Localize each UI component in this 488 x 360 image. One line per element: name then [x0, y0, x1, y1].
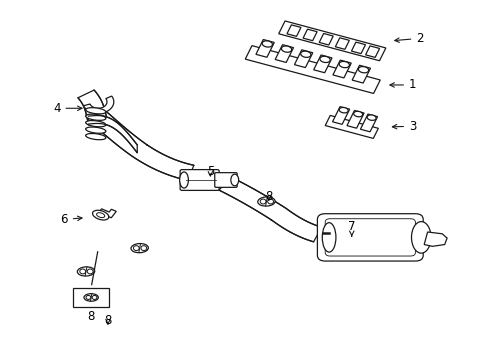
Ellipse shape [85, 134, 106, 140]
FancyBboxPatch shape [325, 219, 415, 256]
Polygon shape [99, 209, 116, 218]
Polygon shape [294, 50, 312, 68]
Polygon shape [275, 45, 293, 62]
Text: 8: 8 [104, 314, 111, 327]
Text: 2: 2 [394, 32, 423, 45]
Ellipse shape [84, 294, 98, 301]
Ellipse shape [262, 41, 272, 47]
Ellipse shape [85, 127, 106, 133]
Ellipse shape [86, 296, 91, 300]
Polygon shape [286, 25, 300, 36]
Polygon shape [278, 21, 385, 61]
Ellipse shape [339, 107, 347, 113]
Ellipse shape [260, 199, 265, 204]
Polygon shape [423, 232, 446, 246]
Ellipse shape [92, 210, 108, 220]
Polygon shape [360, 114, 377, 132]
Text: 5: 5 [206, 165, 214, 177]
Polygon shape [319, 33, 332, 45]
Ellipse shape [411, 222, 430, 253]
Ellipse shape [85, 121, 106, 127]
FancyBboxPatch shape [180, 170, 219, 190]
Ellipse shape [85, 114, 106, 120]
Ellipse shape [77, 267, 95, 276]
Ellipse shape [322, 223, 335, 252]
Polygon shape [335, 38, 348, 49]
Text: 3: 3 [391, 120, 416, 133]
Polygon shape [88, 116, 137, 153]
Polygon shape [351, 65, 370, 83]
Text: 6: 6 [60, 213, 82, 226]
Ellipse shape [80, 269, 85, 274]
Ellipse shape [179, 172, 188, 188]
Ellipse shape [92, 296, 97, 300]
Polygon shape [332, 107, 349, 124]
Ellipse shape [366, 115, 375, 120]
Polygon shape [83, 96, 114, 113]
Polygon shape [219, 177, 321, 242]
Polygon shape [365, 46, 379, 57]
Polygon shape [351, 42, 365, 54]
Text: 8: 8 [87, 310, 95, 323]
Polygon shape [313, 55, 331, 73]
Ellipse shape [131, 244, 148, 253]
Text: 8: 8 [264, 190, 272, 203]
Bar [73, 288, 109, 307]
Ellipse shape [358, 67, 368, 73]
Polygon shape [255, 40, 274, 57]
FancyBboxPatch shape [214, 173, 237, 187]
Ellipse shape [339, 62, 349, 68]
Ellipse shape [267, 199, 273, 204]
Ellipse shape [133, 246, 139, 251]
Ellipse shape [87, 269, 93, 274]
Polygon shape [88, 109, 193, 180]
Ellipse shape [281, 46, 291, 52]
Text: 7: 7 [347, 220, 355, 236]
Ellipse shape [300, 51, 310, 57]
FancyBboxPatch shape [317, 214, 422, 261]
Ellipse shape [230, 174, 238, 186]
Polygon shape [332, 60, 350, 78]
Text: 1: 1 [389, 78, 416, 91]
Ellipse shape [319, 56, 329, 63]
Polygon shape [245, 46, 380, 94]
Ellipse shape [97, 213, 104, 217]
Text: 4: 4 [53, 102, 82, 115]
Ellipse shape [85, 108, 106, 114]
Polygon shape [346, 111, 364, 128]
Ellipse shape [141, 246, 146, 251]
Polygon shape [78, 90, 107, 125]
Polygon shape [303, 29, 316, 41]
Ellipse shape [257, 197, 275, 206]
Ellipse shape [353, 111, 362, 117]
Polygon shape [325, 116, 378, 138]
